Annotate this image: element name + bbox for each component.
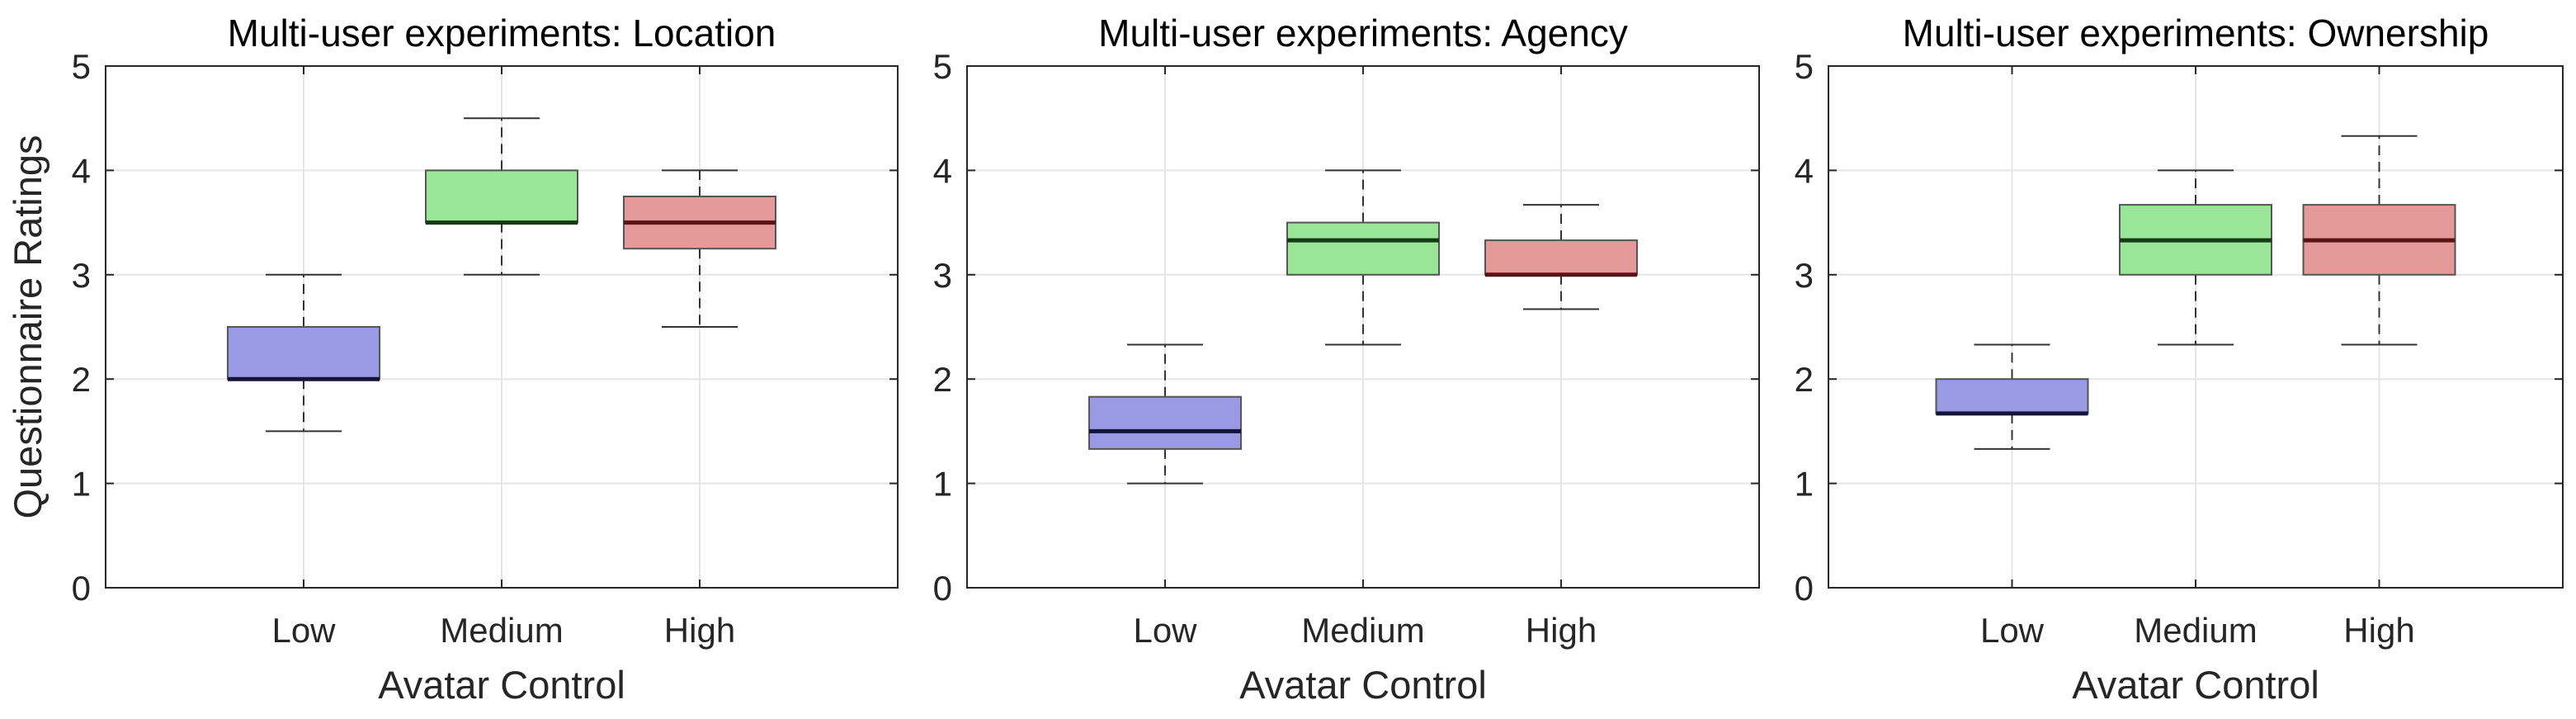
y-tick-label: 1 [1795,465,1814,504]
y-tick-label: 4 [72,151,91,190]
x-axis-label: Avatar Control [1239,663,1487,707]
x-tick-label: High [1526,611,1597,650]
x-tick-label: High [664,611,735,650]
box-medium [1286,221,1440,276]
y-tick-label: 0 [933,569,952,608]
y-tick-label: 4 [1795,151,1814,190]
x-tick-label: Low [1133,611,1197,650]
y-tick-label: 2 [72,360,91,399]
y-tick-label: 3 [1795,256,1814,295]
y-tick-label: 5 [1795,47,1814,86]
x-tick-label: Medium [440,611,563,650]
chart-title: Multi-user experiments: Agency [1098,12,1628,54]
y-tick-label: 5 [72,47,91,86]
x-tick-label: Medium [2134,611,2257,650]
y-axis-label: Questionnaire Ratings [6,135,50,518]
x-axis-label: Avatar Control [378,663,625,707]
y-tick-label: 1 [933,465,952,504]
y-tick-label: 5 [933,47,952,86]
y-tick-label: 3 [933,256,952,295]
x-tick-label: Low [1980,611,2045,650]
y-tick-label: 2 [1795,360,1814,399]
x-axis-label: Avatar Control [2072,663,2319,707]
x-tick-label: Medium [1301,611,1424,650]
chart-title: Multi-user experiments: Location [228,12,776,54]
y-tick-label: 2 [933,360,952,399]
box-low [1088,395,1242,450]
y-tick-label: 0 [1795,569,1814,608]
x-tick-label: Low [271,611,336,650]
x-tick-label: High [2343,611,2414,650]
box-low [1935,378,2089,414]
y-tick-label: 0 [72,569,91,608]
box-high [1484,239,1638,276]
y-tick-label: 3 [72,256,91,295]
box-low [227,326,380,381]
y-tick-label: 1 [72,465,91,504]
y-tick-label: 4 [933,151,952,190]
chart-title: Multi-user experiments: Ownership [1903,12,2489,54]
box-medium [425,169,578,224]
